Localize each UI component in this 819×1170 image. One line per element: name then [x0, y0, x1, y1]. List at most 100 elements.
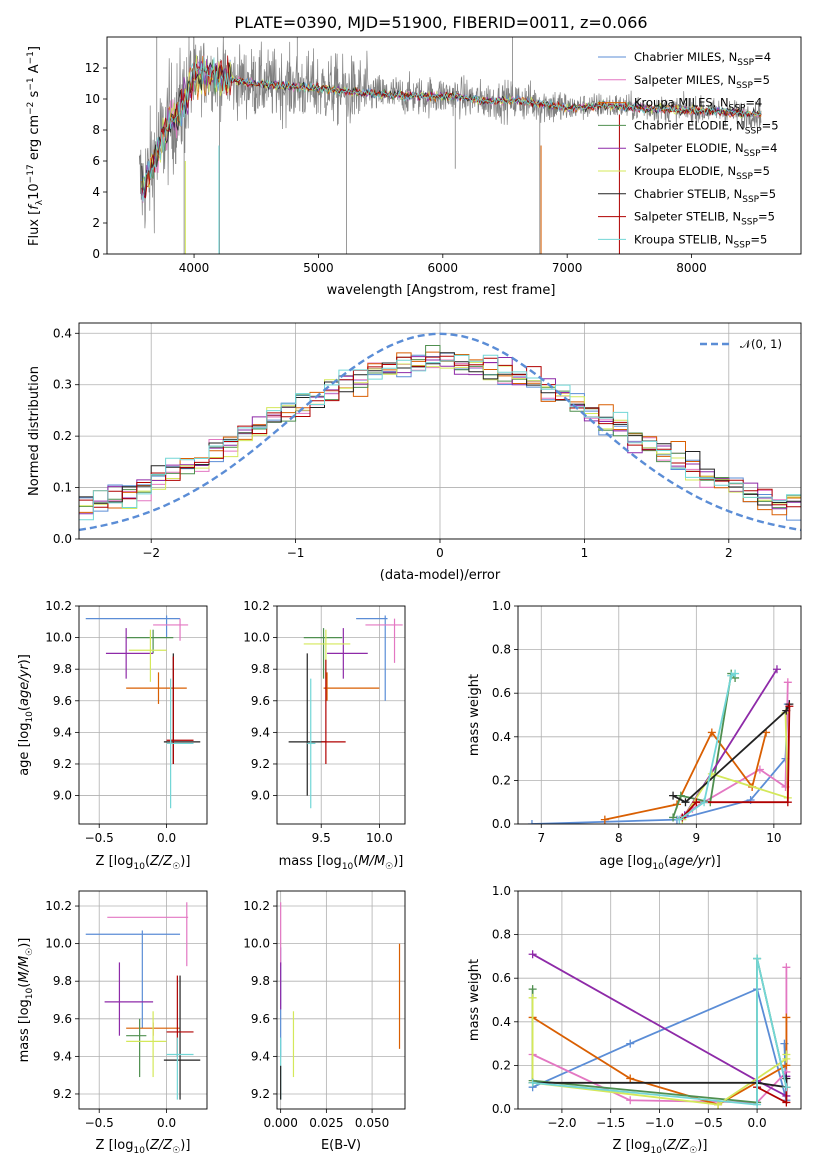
x-tick-label: 8: [615, 831, 623, 845]
legend-label-salpeter-stelib: Salpeter STELIB, NSSP=5: [634, 210, 775, 228]
y-tick-label: 0.2: [492, 1058, 511, 1072]
spectrum-panel: [103, 36, 802, 258]
y-tick-label: 9.6: [53, 694, 72, 708]
mass_weight_vs_age-frame: [517, 605, 802, 825]
y-tick-label: 6: [92, 154, 100, 168]
y-tick-label: 0.8: [492, 643, 511, 657]
y-tick-label: 0.4: [53, 326, 72, 340]
mass_weight_vs_age-panel: [514, 605, 802, 828]
normal-distribution-curve: [79, 332, 801, 532]
mw-age-y-label: mass weight: [467, 674, 482, 756]
series-marker-salpeter-elodie: [772, 665, 781, 674]
y-tick-label: 9.4: [251, 1049, 270, 1063]
y-tick-label: 0.0: [53, 532, 72, 546]
series-marker-chabrier-miles: [626, 1039, 635, 1048]
x-tick-label: 9: [693, 831, 701, 845]
age-mass-x-label: mass [log10(M/M☉)]: [279, 854, 404, 872]
residual-histogram-salpeter-stelib: [79, 355, 801, 508]
spectrum-x-label: wavelength [Angstrom, rest frame]: [327, 283, 556, 298]
y-tick-label: 10.2: [45, 599, 72, 613]
series-marker-chabrier-stelib: [681, 798, 690, 807]
y-tick-label: 0.0: [492, 817, 511, 831]
spectrum-title: PLATE=0390, MJD=51900, FIBERID=0011, z=0…: [234, 13, 647, 32]
series-marker-salpeter-miles: [626, 1096, 635, 1105]
mass-z-x-label: Z [log10(Z/Z☉)]: [96, 1138, 191, 1156]
legend-label-salpeter-miles: Salpeter MILES, NSSP=5: [634, 73, 770, 91]
x-tick-label: 0.025: [309, 1116, 343, 1130]
x-tick-label: −1.5: [596, 1116, 625, 1130]
mw-z-x-label: Z [log10(Z/Z☉)]: [613, 1138, 708, 1156]
y-tick-label: 0.0: [492, 1102, 511, 1116]
x-tick-label: 1: [581, 546, 589, 560]
x-tick-label: −2.0: [547, 1116, 576, 1130]
mass_weight_vs_age-plot-area: [518, 606, 801, 824]
y-tick-label: 10.0: [243, 631, 270, 645]
y-tick-label: 0.6: [492, 971, 511, 985]
age_vs_mass-plot-area: [277, 606, 405, 824]
y-tick-label: 10: [85, 92, 100, 106]
y-tick-label: 0.4: [492, 1015, 511, 1029]
y-tick-label: 9.8: [251, 662, 270, 676]
y-tick-label: 9.2: [53, 1087, 72, 1101]
series-marker-salpeter-stelib: [692, 798, 701, 807]
age_vs_mass-panel: [273, 605, 406, 828]
x-tick-label: −0.5: [85, 831, 114, 845]
x-tick-label: 10: [766, 831, 781, 845]
spectrum-y-label: Flux [fλ10−17 erg cm−2 s−1 A−1]: [26, 46, 45, 246]
series-marker-kroupa-elodie: [714, 1100, 723, 1109]
x-tick-label: 2: [725, 546, 733, 560]
legend-label-chabrier-stelib: Chabrier STELIB, NSSP=5: [634, 187, 776, 205]
legend-label-chabrier-miles: Chabrier MILES, NSSP=4: [634, 50, 771, 68]
mw-age-x-label: age [log10(age/yr)]: [599, 854, 721, 872]
y-tick-label: 10.0: [45, 631, 72, 645]
y-tick-label: 10.0: [45, 937, 72, 951]
y-tick-label: 8: [92, 123, 100, 137]
y-tick-label: 9.4: [53, 725, 72, 739]
series-marker-chabrier-elodie: [528, 985, 537, 994]
series-marker-kroupa-miles: [626, 1074, 635, 1083]
mass_vs_ebv-frame: [276, 890, 406, 1110]
legend-label-salpeter-elodie: Salpeter ELODIE, NSSP=4: [634, 141, 777, 159]
series-marker-kroupa-stelib: [753, 954, 762, 963]
y-tick-label: 0.1: [53, 481, 72, 495]
residuals-panel: [75, 322, 802, 543]
age_vs_z-panel: [75, 605, 208, 828]
y-tick-label: 0: [92, 247, 100, 261]
x-tick-label: 5000: [303, 261, 334, 275]
model-spectrum-salpeter-stelib: [141, 55, 762, 199]
series-marker-salpeter-stelib: [785, 702, 794, 711]
series-marker-kroupa-stelib: [782, 1083, 791, 1092]
x-tick-label: −1: [287, 546, 305, 560]
x-tick-label: 7000: [552, 261, 583, 275]
series-line-kroupa-stelib: [532, 958, 788, 1106]
age_vs_z-frame: [78, 605, 208, 825]
y-tick-label: 4: [92, 185, 100, 199]
x-tick-label: 0.050: [355, 1116, 389, 1130]
series-marker-salpeter-stelib: [782, 1098, 791, 1107]
series-marker-kroupa-elodie: [782, 1050, 791, 1059]
residual-x-label: (data-model)/error: [380, 568, 501, 583]
x-tick-label: −2: [142, 546, 160, 560]
model-spectrum-kroupa-stelib: [141, 56, 762, 202]
mass_vs_z-frame: [78, 890, 208, 1110]
series-marker-chabrier-miles: [527, 820, 536, 824]
series-marker-chabrier-elodie: [676, 791, 685, 800]
legend-label-chabrier-elodie: Chabrier ELODIE, NSSP=5: [634, 118, 779, 136]
mass_weight_vs_z-panel: [514, 890, 802, 1113]
mass-ebv-x-label: E(B-V): [321, 1138, 361, 1153]
mass_vs_z-plot-area: [79, 891, 207, 1109]
y-tick-label: 9.0: [53, 789, 72, 803]
x-tick-label: 7: [537, 831, 545, 845]
series-line-chabrier-stelib: [532, 1078, 788, 1089]
x-tick-label: 9.5: [312, 831, 331, 845]
y-tick-label: 9.8: [251, 974, 270, 988]
x-tick-label: 8000: [676, 261, 707, 275]
spectrum-frame: [106, 36, 802, 255]
series-marker-salpeter-stelib: [783, 798, 792, 807]
x-tick-label: 6000: [428, 261, 459, 275]
residual-histogram-kroupa-elodie: [79, 361, 801, 509]
x-tick-label: 10.0: [366, 831, 393, 845]
x-tick-label: −0.5: [85, 1116, 114, 1130]
series-line-kroupa-stelib: [678, 672, 736, 821]
